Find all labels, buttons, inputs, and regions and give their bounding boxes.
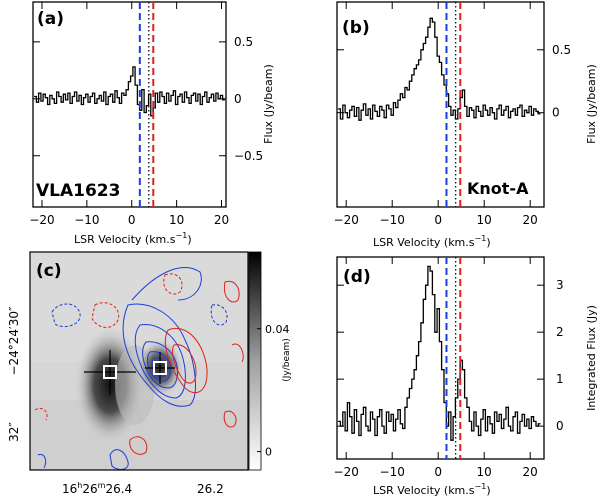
panel-a-label: (a) — [37, 9, 64, 29]
panel-a-x-tick-label-2: −10 — [74, 213, 99, 227]
panel-d-y-ticks: 3 2 1 0 — [337, 278, 564, 433]
panel-b-x-ticks: −20 −10 0 10 20 — [334, 2, 538, 227]
panel-b-series-spectrum — [338, 17, 541, 121]
panel-d-y-axis-label: Integrated Flux (Jy) — [585, 305, 598, 411]
red-contour-3 — [223, 280, 240, 303]
panel-a-y-tick-label-3: −0.5 — [234, 149, 263, 163]
panel-b-source-label: Knot-A — [467, 179, 529, 198]
panel-c-image — [30, 252, 248, 470]
panel-a-x-axis-label: LSR Velocity (km.s−1) — [74, 231, 192, 246]
panel-c-label: (c) — [36, 261, 62, 281]
panel-c-frame — [29, 251, 249, 471]
blue-contour-4 — [146, 351, 171, 382]
blue-contour-3 — [142, 341, 179, 389]
panel-b-x-tick-label-5: 20 — [523, 213, 538, 227]
panel-d-x-tick-label-4: 10 — [477, 465, 492, 479]
panel-b-y-ticks: 0.50 — [337, 43, 571, 120]
panel-d-y-tick-label-2: 2 — [556, 325, 564, 339]
panel-a-x-tick-label-1: −20 — [29, 213, 54, 227]
blue-dashed-contour-2 — [210, 304, 228, 326]
panel-b-y-tick-label-1: 0.5 — [552, 43, 571, 57]
red-contour-6 — [231, 343, 244, 363]
panel-a-x-tick-label-3: 0 — [128, 213, 136, 227]
red-contours — [129, 280, 244, 455]
panel-a-x-ticks: −20 −10 0 10 20 — [29, 2, 229, 227]
panel-d-x-axis-label: LSR Velocity (km.s−1) — [373, 482, 491, 497]
panel-b-spectrum — [338, 17, 541, 121]
panel-b-x-axis-label: LSR Velocity (km.s−1) — [373, 234, 491, 249]
red-contour-4 — [129, 436, 148, 455]
panel-c-x-tick-label-1: 16h26m26.4 — [62, 481, 132, 496]
red-dashed-contours — [34, 273, 183, 421]
panel-a-x-tick-label-4: 10 — [169, 213, 184, 227]
panel-a-y-axis-label: Flux (Jy/beam) — [262, 64, 275, 144]
colorbar — [248, 251, 262, 471]
blue-dashed-contours — [51, 303, 228, 328]
panel-b-x-tick-label-2: −10 — [380, 213, 405, 227]
knot-a-marker — [145, 352, 175, 384]
panel-a-y-ticks: 0.5 0 −0.5 — [33, 35, 263, 163]
red-contour-2 — [172, 344, 197, 384]
red-contour-5 — [223, 410, 237, 428]
colorbar-tick-label-1: 0.04 — [265, 323, 290, 336]
panel-d-y-tick-label-3: 1 — [556, 372, 564, 386]
red-dashed-contour-2 — [163, 273, 183, 295]
panel-b-x-tick-label-3: 0 — [434, 213, 442, 227]
blue-contour-7 — [109, 449, 129, 470]
panel-d-spectrum — [338, 265, 541, 441]
panel-a-spectrum — [34, 66, 225, 117]
panel-d-x-tick-label-2: −10 — [380, 465, 405, 479]
panel-d-series-spectrum — [338, 265, 541, 441]
red-contour-1 — [164, 327, 208, 393]
panel-b-y-axis-label: Flux (Jy/beam) — [585, 64, 598, 144]
vla1623-marker — [84, 350, 136, 395]
panel-a-y-tick-label-1: 0.5 — [234, 35, 253, 49]
panel-a-vlines — [138, 2, 155, 207]
panel-a-x-tick-label-5: 20 — [214, 213, 229, 227]
panel-b-x-tick-label-1: −20 — [334, 213, 359, 227]
panel-d-y-tick-label-1: 3 — [556, 278, 564, 292]
panel-a-y-tick-label-2: 0 — [234, 92, 242, 106]
panel-b-label: (b) — [342, 18, 370, 38]
panel-d-x-ticks: −20 −10 0 10 20 — [334, 257, 538, 479]
blue-contour-1 — [122, 303, 196, 407]
panel-d-x-tick-label-5: 20 — [523, 465, 538, 479]
colorbar-label: (Jy/beam) — [282, 338, 292, 382]
panel-b-frame — [336, 1, 545, 208]
panel-a-frame — [32, 1, 227, 208]
red-dashed-contour-3 — [34, 407, 48, 421]
panel-c-x-tick-label-2: 26.2 — [197, 482, 224, 496]
panel-d-y-tick-label-4: 0 — [556, 419, 564, 433]
panel-a: −20 −10 0 10 20 0.5 0 −0.5 (a) VLA1623 LSR Vel… — [29, 1, 275, 246]
panel-b: −20 −10 0 10 20 0.50 (b) Knot-A LSR Velocity… — [334, 1, 598, 249]
colorbar-ticks: 0.04 0 — [257, 323, 290, 459]
panel-d-vlines — [445, 257, 462, 459]
blue-contour-2 — [134, 324, 186, 399]
blue-dashed-contour-1 — [51, 303, 81, 328]
panel-d-label: (d) — [343, 267, 371, 287]
panel-a-series-spectrum — [34, 66, 225, 117]
panel-c-y-tick-label-2: 32″ — [7, 422, 21, 442]
panel-a-source-label: VLA1623 — [36, 181, 120, 201]
colorbar-tick-label-2: 0 — [265, 446, 272, 459]
panel-b-y-tick-label-2: 0 — [552, 106, 560, 120]
panel-c-y-tick-label-1: −24°24′30″ — [7, 306, 21, 376]
panel-b-vlines — [445, 2, 462, 207]
panel-d-frame — [336, 256, 545, 460]
blue-contour-6 — [131, 267, 202, 301]
red-dashed-contour-1 — [91, 302, 120, 328]
panel-d-x-tick-label-1: −20 — [334, 465, 359, 479]
panel-b-x-tick-label-4: 10 — [477, 213, 492, 227]
panel-d-x-tick-label-3: 0 — [434, 465, 442, 479]
blue-contour-8 — [37, 453, 47, 469]
panel-c: (c) 0.04 0 (Jy/beam) −24°24′30″ 32″ 16h26… — [7, 251, 292, 496]
